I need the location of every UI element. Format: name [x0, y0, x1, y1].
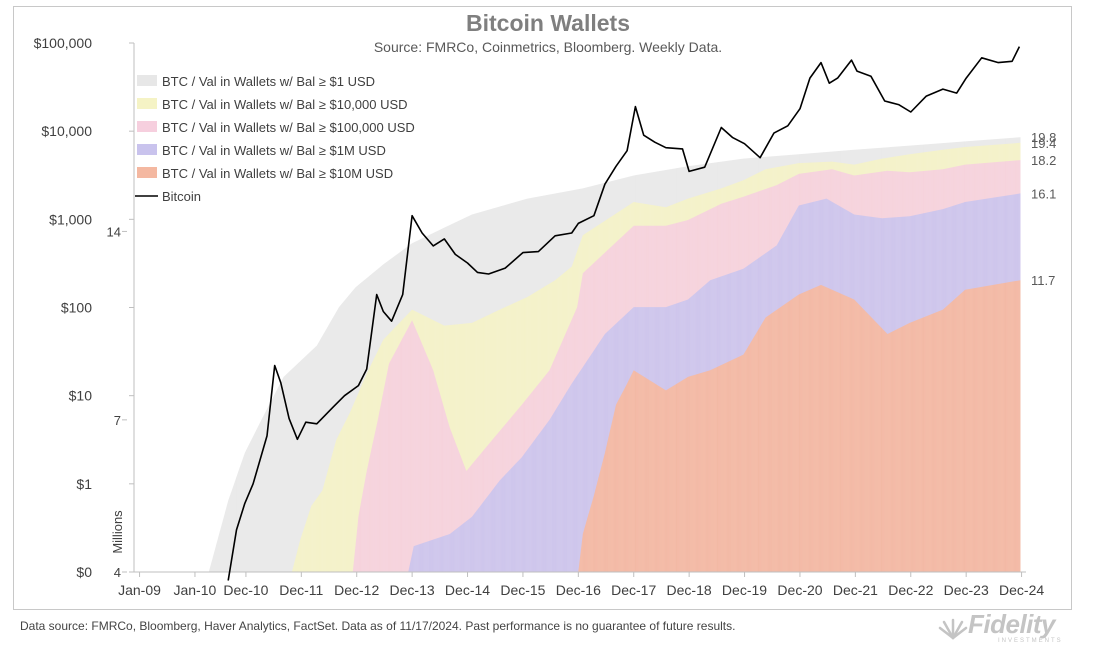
right-tick-label: 14	[107, 224, 121, 239]
left-tick-label: $1	[76, 476, 92, 492]
left-tick-label: $100	[61, 300, 92, 316]
x-tick-label: Dec-16	[556, 582, 601, 598]
logo-subtext: INVESTMENTS	[998, 638, 1063, 644]
x-tick-label: Dec-20	[777, 582, 822, 598]
x-tick-label: Dec-22	[888, 582, 933, 598]
legend-label-1: BTC / Val in Wallets w/ Bal ≥ $1 USD	[162, 74, 375, 89]
x-tick-label: Dec-12	[334, 582, 379, 598]
bitcoin-price-layer	[227, 46, 1021, 581]
legend-swatch-5	[137, 167, 157, 178]
x-tick-label: Dec-18	[667, 582, 712, 598]
legend-swatch-1	[137, 75, 157, 86]
data-source-note: Data source: FMRCo, Bloomberg, Haver Ana…	[20, 619, 736, 633]
chart-subtitle: Source: FMRCo, Coinmetrics, Bloomberg. W…	[374, 39, 722, 55]
x-tick-label: Jan-09	[118, 582, 161, 598]
x-tick-label: Dec-19	[722, 582, 767, 598]
legend-swatch-3	[137, 121, 157, 132]
tick-labels: $0 $1 $10 $100 $1,000 $10,000 $100,000 4 7 14 Mill…	[34, 35, 1045, 598]
legend-label-5: BTC / Val in Wallets w/ Bal ≥ $10M USD	[162, 166, 393, 181]
left-tick-label: $0	[76, 564, 92, 580]
end-label-1: 19.8	[1031, 130, 1056, 145]
left-tick-label: $10	[69, 388, 93, 404]
legend-swatch-4	[137, 144, 157, 155]
right-tick-label: 4	[114, 565, 121, 580]
x-tick-label: Dec-21	[833, 582, 878, 598]
right-tick-label: 7	[114, 413, 121, 428]
x-tick-label: Dec-17	[611, 582, 656, 598]
end-label-3: 18.2	[1031, 153, 1056, 168]
x-tick-label: Dec-23	[944, 582, 989, 598]
area-layers	[205, 43, 1021, 573]
legend-label-6: Bitcoin	[162, 189, 201, 204]
x-tick-label: Dec-13	[390, 582, 435, 598]
x-tick-label: Jan-10	[173, 582, 216, 598]
bitcoin-line	[227, 46, 1021, 581]
end-label-2: 19.4	[1031, 136, 1056, 151]
x-tick-label: Dec-10	[223, 582, 268, 598]
fidelity-sunburst-icon	[938, 618, 968, 640]
bitcoin-wallets-chart: $0 $1 $10 $100 $1,000 $10,000 $100,000 4 7 14 Mill…	[34, 10, 1057, 598]
area-5	[578, 280, 1021, 572]
legend-label-2: BTC / Val in Wallets w/ Bal ≥ $10,000 US…	[162, 97, 408, 112]
left-tick-label: $100,000	[34, 35, 93, 51]
right-axis-label: Millions	[110, 510, 125, 554]
left-tick-label: $10,000	[41, 123, 92, 139]
legend: BTC / Val in Wallets w/ Bal ≥ $1 USD BTC …	[135, 74, 415, 204]
chart-title: Bitcoin Wallets	[466, 10, 630, 36]
logo-text: Fidelity	[968, 609, 1056, 639]
legend-label-3: BTC / Val in Wallets w/ Bal ≥ $100,000 U…	[162, 120, 415, 135]
x-tick-label: Dec-11	[279, 582, 323, 598]
end-label-5: 11.7	[1031, 273, 1055, 288]
fidelity-logo[interactable]: Fidelity INVESTMENTS	[938, 609, 1094, 646]
end-labels: 19.819.4 18.2 16.1 11.7	[1031, 130, 1056, 288]
titles: Bitcoin Wallets Source: FMRCo, Coinmetric…	[374, 10, 722, 55]
left-tick-label: $1,000	[49, 211, 92, 227]
x-tick-label: Dec-24	[999, 582, 1044, 598]
end-label-4: 16.1	[1031, 186, 1056, 201]
x-tick-label: Dec-14	[445, 582, 490, 598]
x-tick-label: Dec-15	[500, 582, 545, 598]
legend-label-4: BTC / Val in Wallets w/ Bal ≥ $1M USD	[162, 143, 386, 158]
legend-swatch-2	[137, 98, 157, 109]
